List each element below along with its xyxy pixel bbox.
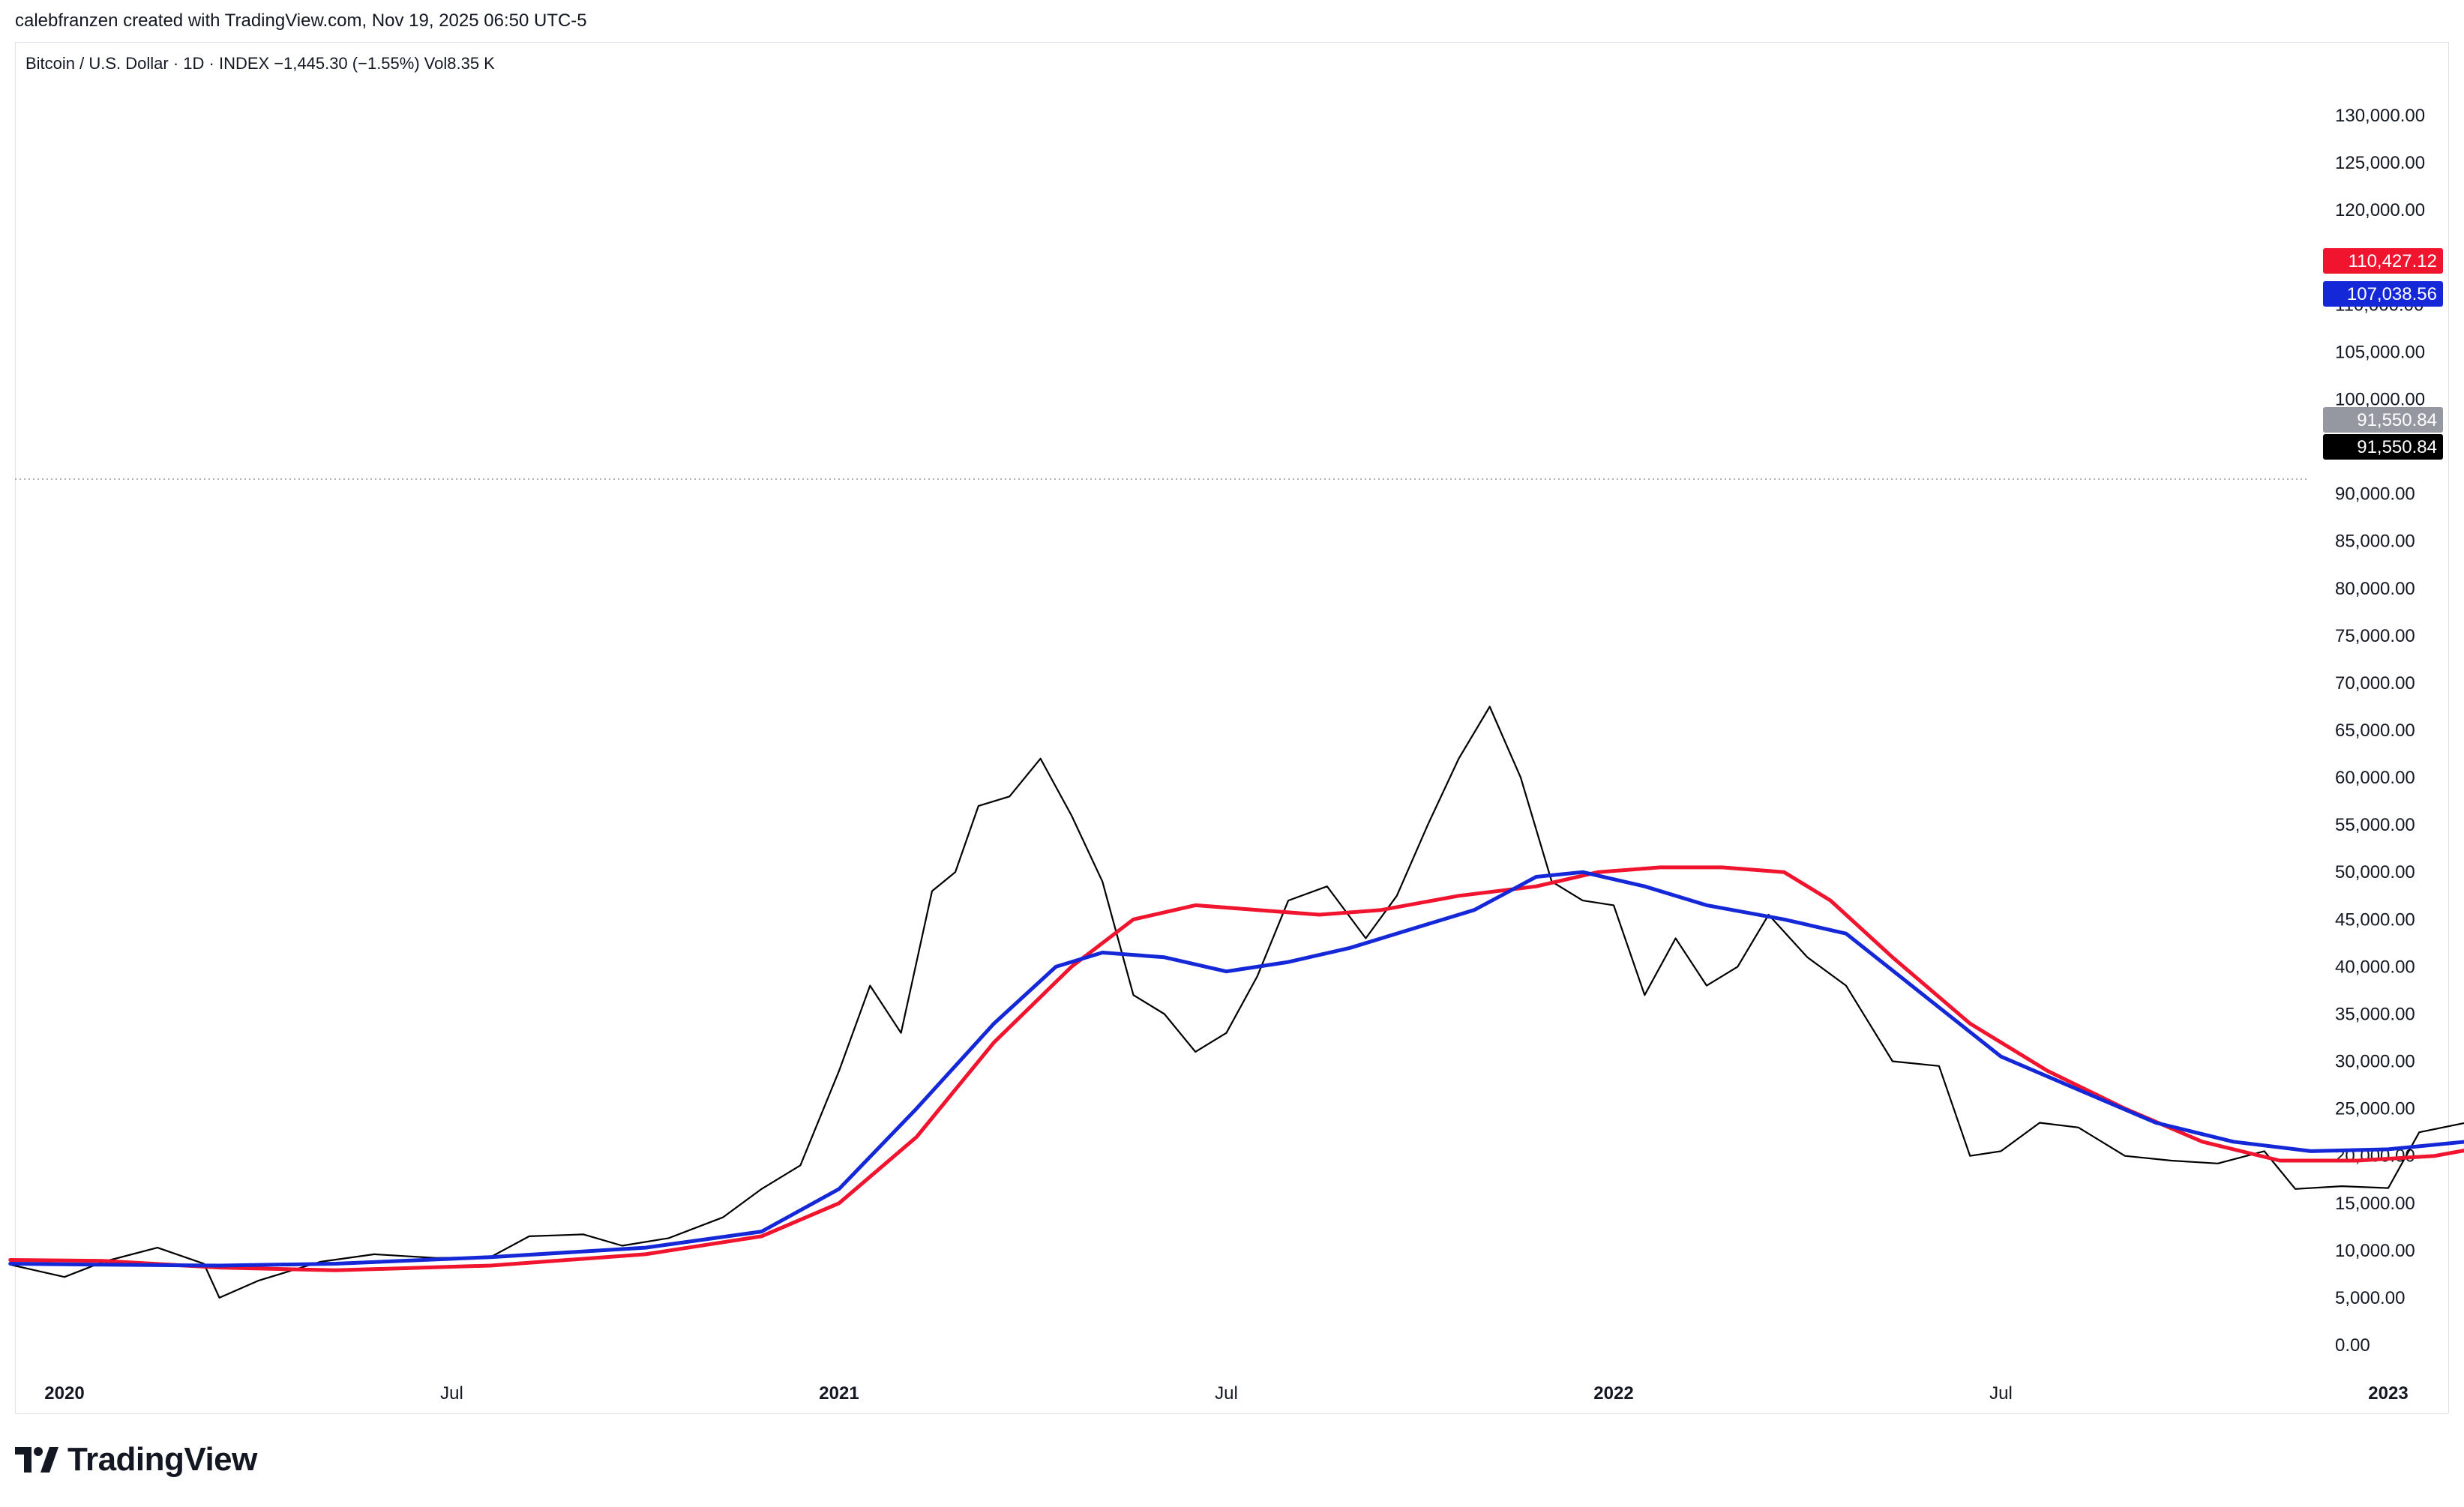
moving-average-red-line (8, 865, 2464, 1272)
y-tick-label: 65,000.00 (2335, 721, 2415, 741)
y-tick-label: 35,000.00 (2335, 1004, 2415, 1024)
price-change: −1,445.30 (−1.55%) (274, 54, 420, 73)
x-tick-label: 2020 (44, 1383, 84, 1404)
price-tag: 110,427.12 (2323, 248, 2443, 274)
y-tick-label: 45,000.00 (2335, 909, 2415, 930)
tradingview-logo-icon (15, 1447, 58, 1473)
y-tick-label: 105,000.00 (2335, 342, 2425, 362)
symbol-legend: Bitcoin / U.S. Dollar · 1D · INDEX −1,445… (25, 54, 499, 73)
y-tick-label: 80,000.00 (2335, 579, 2415, 599)
y-tick-label: 0.00 (2335, 1335, 2370, 1356)
x-axis: 2020Jul2021Jul2022Jul2023Jul2024Jul2025J… (44, 1383, 2408, 1404)
symbol-label[interactable]: Bitcoin / U.S. Dollar · 1D · INDEX (25, 54, 270, 73)
y-tick-label: 5,000.00 (2335, 1288, 2405, 1308)
y-tick-label: 60,000.00 (2335, 768, 2415, 788)
x-tick-label: Jul (1215, 1383, 1238, 1404)
y-tick-label: 70,000.00 (2335, 673, 2415, 694)
attribution-header: calebfranzen created with TradingView.co… (15, 10, 587, 31)
price-tag: 91,550.84 (2323, 407, 2443, 433)
price-tag-label: 110,427.12 (2349, 251, 2437, 271)
x-tick-label: 2023 (2368, 1383, 2408, 1404)
y-tick-label: 15,000.00 (2335, 1194, 2415, 1214)
y-tick-label: 85,000.00 (2335, 532, 2415, 552)
y-tick-label: 130,000.00 (2335, 106, 2425, 126)
price-tag: 107,038.56 (2323, 281, 2443, 307)
brand-name: TradingView (67, 1441, 257, 1478)
volume-label: Vol8.35 K (424, 54, 495, 73)
y-tick-label: 25,000.00 (2335, 1099, 2415, 1119)
y-tick-label: 30,000.00 (2335, 1052, 2415, 1072)
price-tag-label: 107,038.56 (2347, 284, 2437, 304)
moving-average-blue-line (8, 870, 2464, 1268)
x-tick-label: 2021 (819, 1383, 859, 1404)
y-tick-label: 55,000.00 (2335, 815, 2415, 835)
y-tick-label: 100,000.00 (2335, 389, 2425, 409)
tradingview-brand[interactable]: TradingView (15, 1441, 257, 1479)
price-tag-label: 91,550.84 (2357, 437, 2437, 457)
x-tick-label: 2022 (1593, 1383, 1633, 1404)
price-tag: 91,550.84 (2323, 434, 2443, 460)
y-tick-label: 50,000.00 (2335, 862, 2415, 882)
y-tick-label: 120,000.00 (2335, 200, 2425, 220)
y-tick-label: 75,000.00 (2335, 626, 2415, 646)
price-tags: 110,427.12 107,038.56 91,550.84 91,550.84 (2323, 248, 2443, 460)
y-tick-label: 90,000.00 (2335, 484, 2415, 505)
price-line-series (9, 706, 2464, 1299)
series-layer (8, 706, 2464, 1299)
price-tag-label: 91,550.84 (2357, 410, 2437, 430)
y-tick-label: 125,000.00 (2335, 153, 2425, 173)
y-tick-label: 40,000.00 (2335, 957, 2415, 977)
y-tick-label: 10,000.00 (2335, 1241, 2415, 1261)
x-tick-label: Jul (1989, 1383, 2013, 1404)
x-tick-label: Jul (440, 1383, 463, 1404)
chart-frame[interactable] (15, 42, 2449, 1414)
